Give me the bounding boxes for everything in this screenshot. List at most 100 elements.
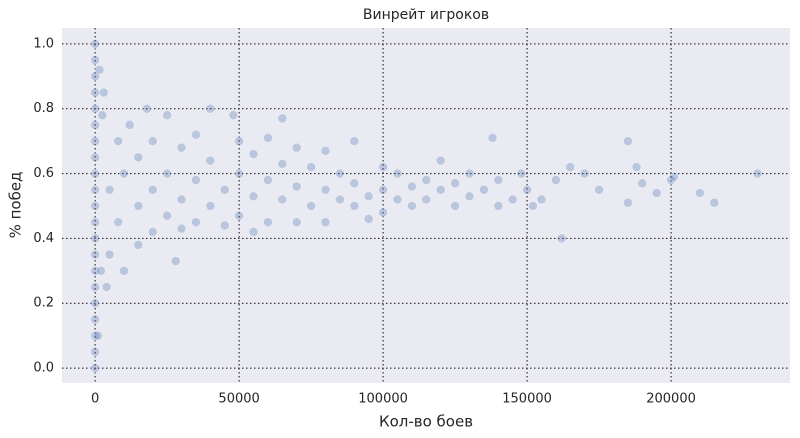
y-tick-label: 0.8 (33, 101, 54, 116)
point (277, 113, 288, 124)
x-tick-label: 200000 (646, 392, 696, 407)
point (551, 175, 561, 185)
point (205, 201, 216, 211)
point (291, 142, 302, 153)
point (435, 184, 446, 195)
point (522, 184, 532, 195)
point (101, 282, 112, 292)
point (392, 194, 403, 205)
point (90, 55, 100, 65)
point (90, 201, 100, 211)
point (90, 168, 100, 179)
point (90, 184, 100, 195)
x-tick-label: 150000 (502, 392, 552, 407)
point (579, 168, 590, 179)
plot-area (62, 28, 790, 383)
point (234, 210, 244, 221)
point (205, 155, 216, 166)
point (487, 133, 498, 143)
point (291, 181, 302, 192)
point (133, 201, 144, 211)
point (104, 249, 115, 260)
point (507, 194, 518, 205)
point (113, 217, 124, 228)
point (119, 265, 129, 276)
point (176, 194, 187, 205)
point (124, 120, 135, 130)
point (191, 175, 201, 185)
point (637, 178, 648, 189)
y-tick-label: 0.4 (33, 231, 54, 246)
point (113, 136, 124, 146)
point (594, 184, 604, 195)
point (320, 146, 331, 156)
point (142, 103, 152, 114)
point (378, 207, 388, 218)
point (464, 191, 475, 202)
point (320, 184, 331, 195)
point (96, 265, 106, 276)
point (191, 217, 201, 228)
point (516, 168, 527, 179)
point (90, 87, 100, 98)
point (464, 168, 475, 179)
point (378, 184, 388, 195)
point (631, 162, 642, 172)
point (709, 197, 720, 208)
point (93, 330, 103, 341)
point (90, 120, 100, 130)
point (228, 110, 239, 121)
point (90, 282, 100, 292)
point (527, 201, 538, 211)
x-tick-label: 50000 (218, 392, 259, 407)
point (493, 201, 504, 211)
point (378, 162, 388, 172)
point (162, 210, 172, 221)
point (320, 217, 331, 228)
point (219, 184, 230, 195)
point (94, 64, 105, 75)
point (335, 168, 345, 179)
point (435, 155, 446, 166)
point (191, 129, 201, 140)
point (176, 223, 187, 234)
point (263, 175, 273, 185)
point (450, 178, 460, 189)
point (90, 233, 100, 244)
point (170, 256, 181, 266)
x-tick-label: 0 (91, 392, 99, 407)
point (349, 178, 360, 189)
point (421, 194, 432, 205)
point (651, 188, 662, 198)
point (90, 347, 100, 357)
point (90, 217, 100, 228)
point (623, 197, 633, 208)
y-axis-label: % побед (7, 172, 25, 239)
point (248, 149, 259, 159)
point (695, 188, 705, 198)
point (407, 181, 417, 192)
point (450, 201, 460, 211)
point (407, 201, 417, 211)
point (234, 168, 244, 179)
point (306, 201, 316, 211)
point (205, 103, 216, 114)
point (104, 184, 115, 195)
point (248, 191, 259, 202)
y-tick-label: 0.2 (33, 296, 54, 311)
point (90, 249, 100, 260)
point (219, 220, 230, 231)
point (90, 314, 100, 325)
y-tick-label: 1.0 (33, 36, 54, 51)
point (556, 233, 567, 244)
point (90, 136, 100, 146)
point (669, 171, 679, 182)
point (97, 110, 108, 121)
point (147, 136, 158, 146)
point (623, 136, 633, 146)
point (363, 191, 374, 202)
point (479, 184, 489, 195)
point (248, 227, 259, 237)
y-tick-label: 0.6 (33, 166, 54, 181)
point (363, 214, 374, 224)
